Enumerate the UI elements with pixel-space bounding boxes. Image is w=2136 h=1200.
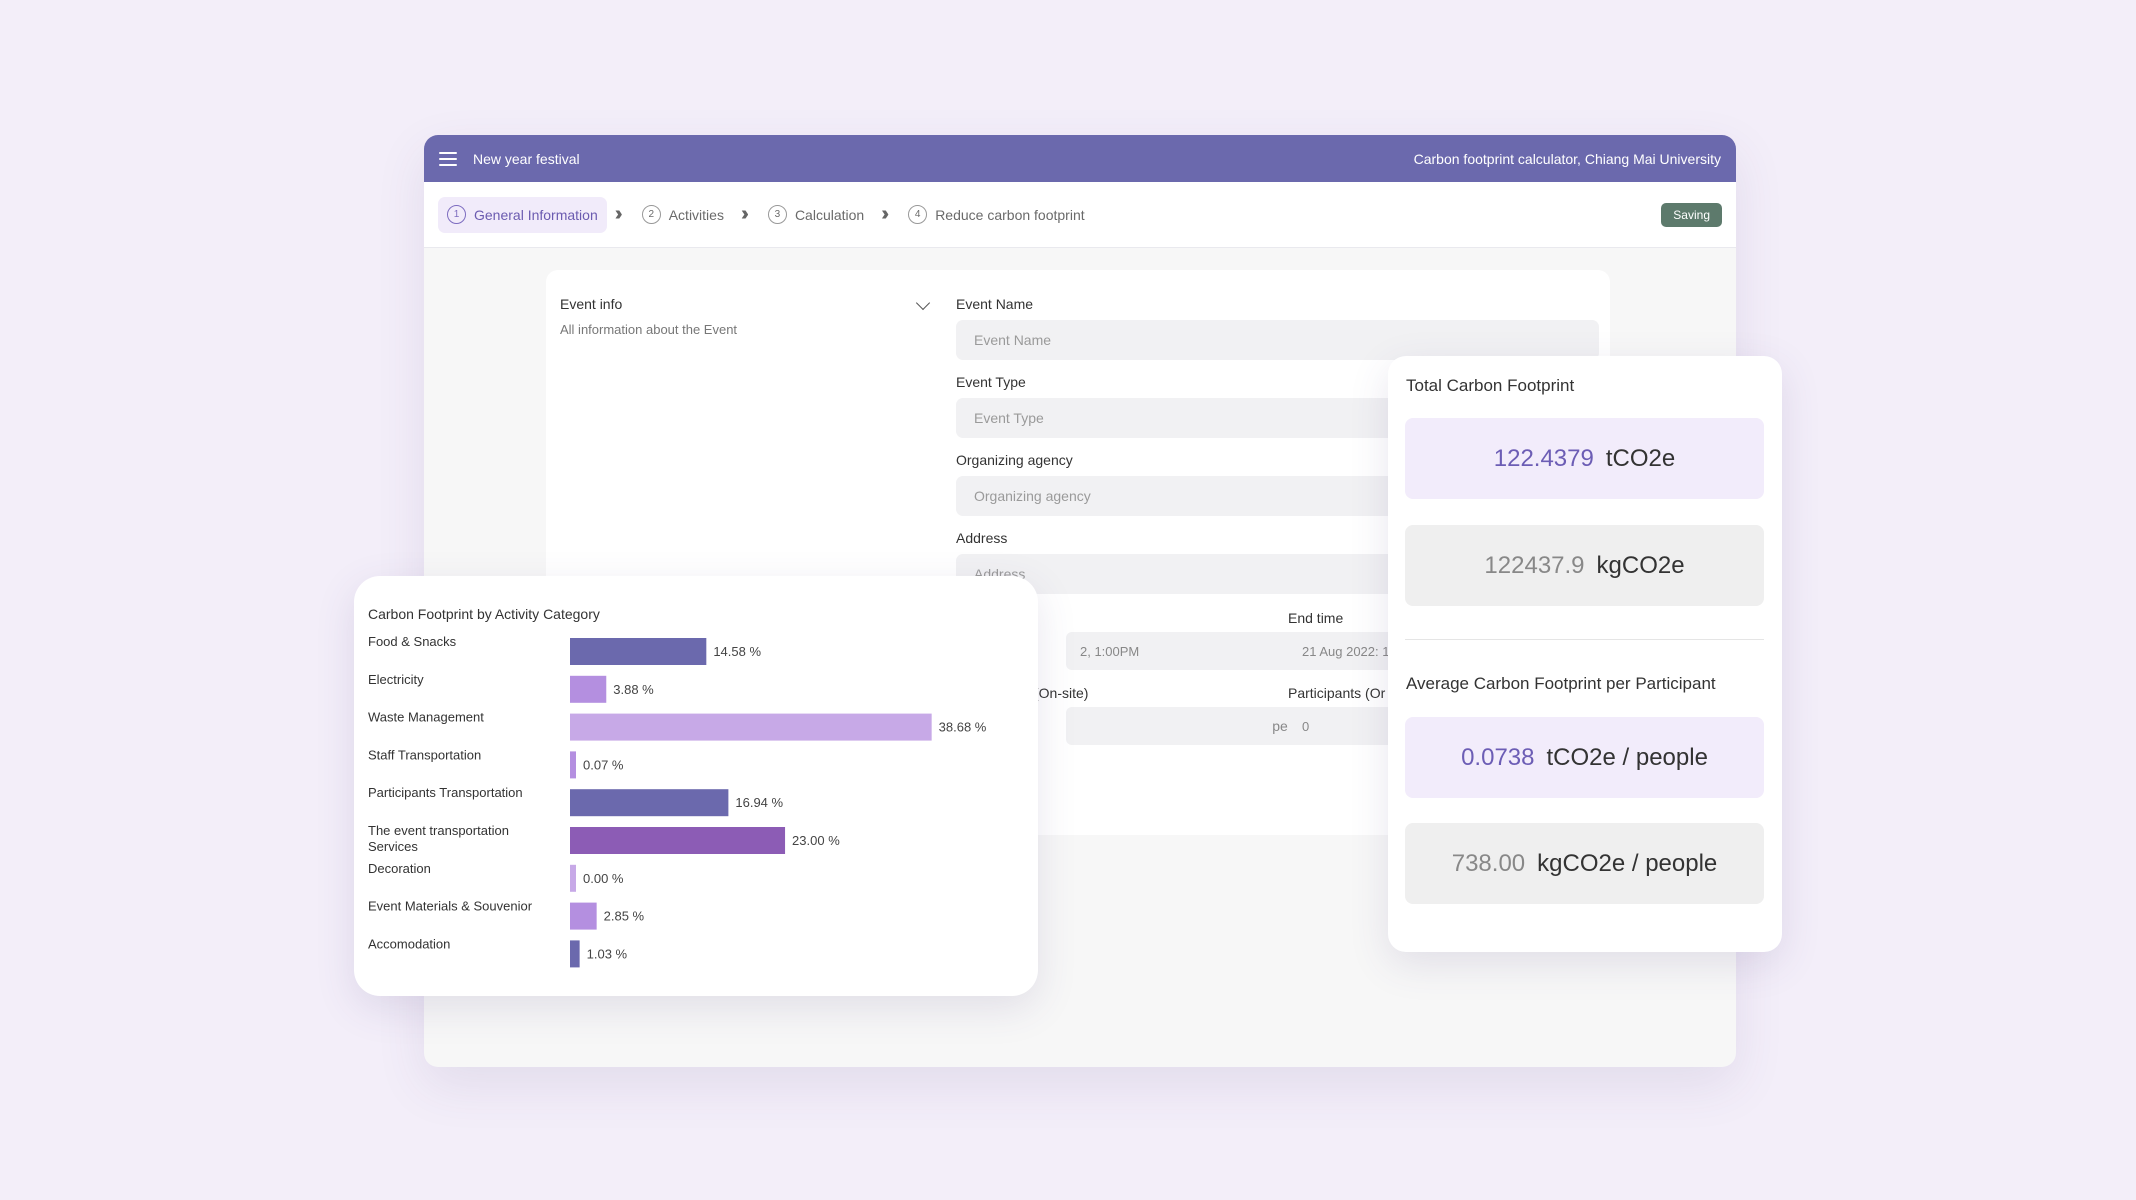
category-label: Accomodation bbox=[368, 936, 450, 951]
value-label: 38.68 % bbox=[939, 720, 987, 735]
step-label: General Information bbox=[474, 206, 598, 223]
start-time-input[interactable]: 2, 1:00PM bbox=[1066, 632, 1329, 670]
avg-kgco2e-box: 738.00 kgCO2e / people bbox=[1405, 823, 1764, 904]
event-name-input[interactable] bbox=[956, 320, 1599, 360]
chevron-down-icon[interactable] bbox=[915, 295, 931, 311]
top-bar: New year festival Carbon footprint calcu… bbox=[424, 135, 1736, 182]
section-subtitle: All information about the Event bbox=[560, 322, 738, 337]
avg-tco2e-unit: tCO2e / people bbox=[1546, 743, 1708, 771]
avg-kgco2e-value: 738.00 bbox=[1451, 849, 1526, 877]
total-kgco2e-value: 122437.9 bbox=[1484, 551, 1585, 579]
event-title: New year festival bbox=[473, 150, 580, 167]
value-label: 23.00 % bbox=[792, 833, 840, 848]
chart-title: Carbon Footprint by Activity Category bbox=[368, 606, 600, 622]
total-heading: Total Carbon Footprint bbox=[1406, 376, 1575, 395]
bar[interactable] bbox=[570, 864, 576, 892]
value-label: 1.03 % bbox=[587, 946, 628, 961]
step-label: Calculation bbox=[794, 206, 865, 223]
category-label: Staff Transportation bbox=[368, 747, 481, 762]
event-name-label: Event Name bbox=[956, 296, 1034, 312]
activity-chart-card: Carbon Footprint by Activity Category Fo… bbox=[354, 576, 1038, 996]
double-chevron-right-icon: ››› bbox=[614, 203, 623, 225]
value-label: 2.85 % bbox=[604, 909, 645, 924]
hamburger-menu-icon[interactable] bbox=[439, 151, 457, 166]
value-label: 3.88 % bbox=[613, 682, 654, 697]
step-calculation[interactable]: 3 Calculation bbox=[759, 197, 873, 233]
step-general-information[interactable]: 1 General Information bbox=[438, 196, 607, 233]
step-number: 4 bbox=[908, 205, 928, 224]
value-label: 0.07 % bbox=[583, 757, 624, 772]
bar[interactable] bbox=[570, 940, 580, 968]
totals-card: Total Carbon Footprint 122.4379 tCO2e 12… bbox=[1388, 356, 1782, 952]
start-time-value: 2, 1:00PM bbox=[1080, 643, 1140, 659]
step-reduce-carbon-footprint[interactable]: 4 Reduce carbon footprint bbox=[899, 197, 1093, 233]
saving-status-badge: Saving bbox=[1661, 202, 1722, 227]
event-type-label: Event Type bbox=[956, 374, 1026, 390]
avg-kgco2e-unit: kgCO2e / people bbox=[1537, 849, 1718, 877]
step-number: 3 bbox=[767, 205, 787, 224]
divider bbox=[1405, 639, 1764, 640]
participants-online-value: 0 bbox=[1302, 718, 1310, 734]
step-activities[interactable]: 2 Activities bbox=[633, 197, 733, 233]
category-label: Food & Snacks bbox=[368, 634, 457, 649]
total-kgco2e-unit: kgCO2e bbox=[1596, 551, 1685, 579]
category-label: The event transportation Services bbox=[368, 823, 509, 854]
bar[interactable] bbox=[570, 713, 932, 741]
participants-onsite-label: (On-site) bbox=[1034, 685, 1089, 701]
bar[interactable] bbox=[570, 902, 597, 930]
step-label: Activities bbox=[668, 206, 724, 223]
value-label: 14.58 % bbox=[713, 644, 761, 659]
bar-chart: Food & Snacks 14.58 % Electricity 3.88 % Was… bbox=[368, 634, 987, 968]
section-title: Event info bbox=[560, 296, 623, 312]
double-chevron-right-icon: ››› bbox=[740, 203, 749, 225]
total-tco2e-value: 122.4379 bbox=[1493, 444, 1594, 472]
step-label: Reduce carbon footprint bbox=[935, 206, 1085, 223]
address-label: Address bbox=[956, 530, 1008, 546]
end-time-value: 21 Aug 2022: 1( bbox=[1302, 643, 1394, 659]
bar[interactable] bbox=[570, 789, 729, 817]
bar[interactable] bbox=[570, 827, 786, 854]
bar[interactable] bbox=[570, 638, 707, 665]
double-chevron-right-icon: ››› bbox=[881, 203, 889, 225]
total-tco2e-box: 122.4379 tCO2e bbox=[1405, 418, 1764, 499]
bar[interactable] bbox=[570, 751, 576, 779]
value-label: 16.94 % bbox=[735, 795, 783, 810]
total-tco2e-unit: tCO2e bbox=[1605, 444, 1676, 472]
step-number: 2 bbox=[641, 205, 661, 224]
avg-tco2e-value: 0.0738 bbox=[1461, 743, 1535, 771]
step-number: 1 bbox=[447, 205, 466, 224]
avg-tco2e-box: 0.0738 tCO2e / people bbox=[1405, 717, 1764, 798]
participants-online-label: Participants (Or bbox=[1288, 685, 1386, 701]
category-label: Electricity bbox=[368, 672, 424, 687]
app-title: Carbon footprint calculator, Chiang Mai … bbox=[1413, 150, 1721, 167]
category-label: Event Materials & Souvenior bbox=[368, 899, 533, 914]
average-heading: Average Carbon Footprint per Participant bbox=[1406, 674, 1716, 693]
total-kgco2e-box: 122437.9 kgCO2e bbox=[1405, 525, 1764, 606]
category-label: Participants Transportation bbox=[368, 785, 523, 800]
bar[interactable] bbox=[570, 675, 607, 703]
organizing-agency-label: Organizing agency bbox=[956, 452, 1073, 468]
category-label: Waste Management bbox=[368, 710, 484, 725]
value-label: 0.00 % bbox=[583, 871, 624, 886]
category-label: Decoration bbox=[368, 861, 431, 876]
end-time-label: End time bbox=[1288, 610, 1344, 626]
stepper: 1 General Information ››› 2 Activities ›… bbox=[424, 182, 1736, 248]
